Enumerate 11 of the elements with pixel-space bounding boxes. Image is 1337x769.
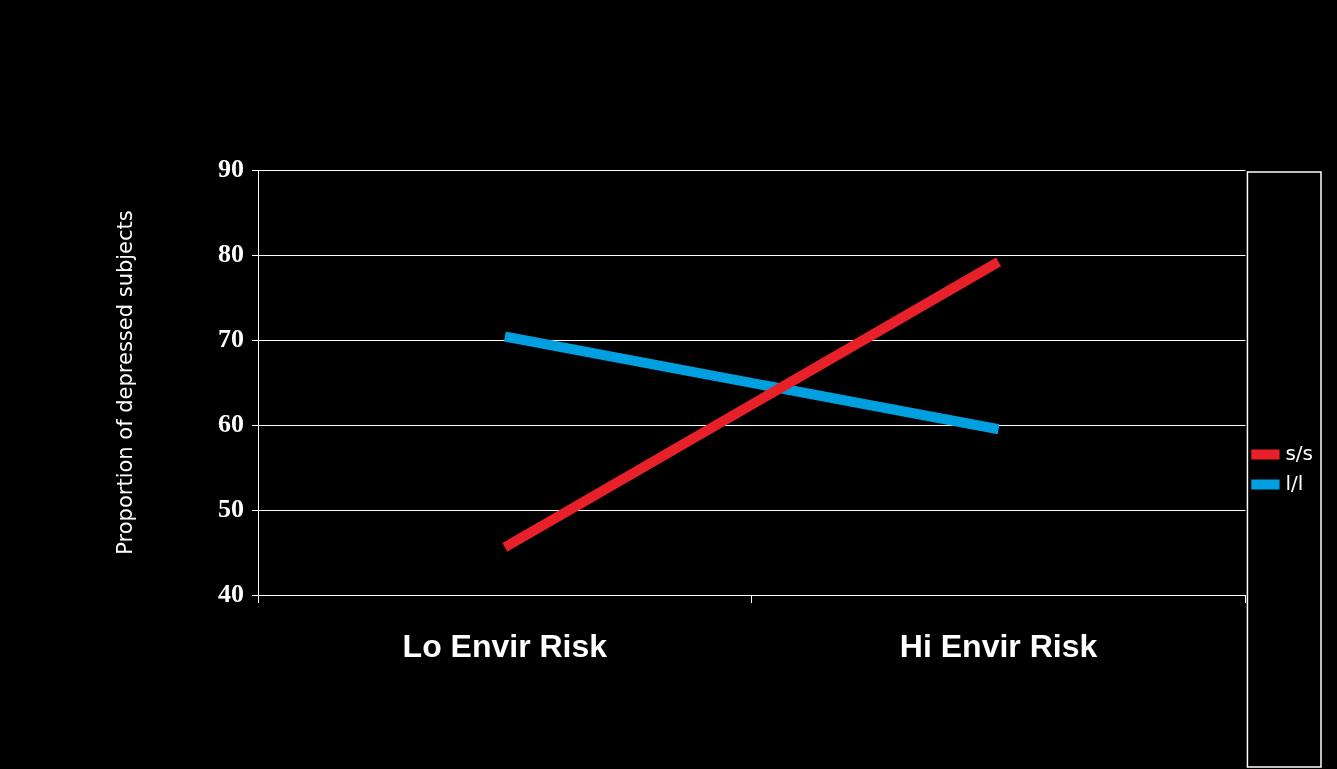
x-tick-label: Lo Envir Risk xyxy=(402,628,608,665)
legend-label: s/s xyxy=(1285,440,1313,465)
y-tick-label: 80 xyxy=(218,238,244,268)
legend-label: l/l xyxy=(1285,470,1304,495)
y-tick-label: 90 xyxy=(218,153,244,183)
y-tick-label: 70 xyxy=(218,323,244,353)
y-tick-label: 50 xyxy=(218,493,244,523)
x-tick-label: Hi Envir Risk xyxy=(899,628,1098,665)
y-tick-label: 40 xyxy=(218,578,244,608)
y-tick-label: 60 xyxy=(218,408,244,438)
y-axis-title: Proportion of depressed subjects xyxy=(113,210,138,555)
